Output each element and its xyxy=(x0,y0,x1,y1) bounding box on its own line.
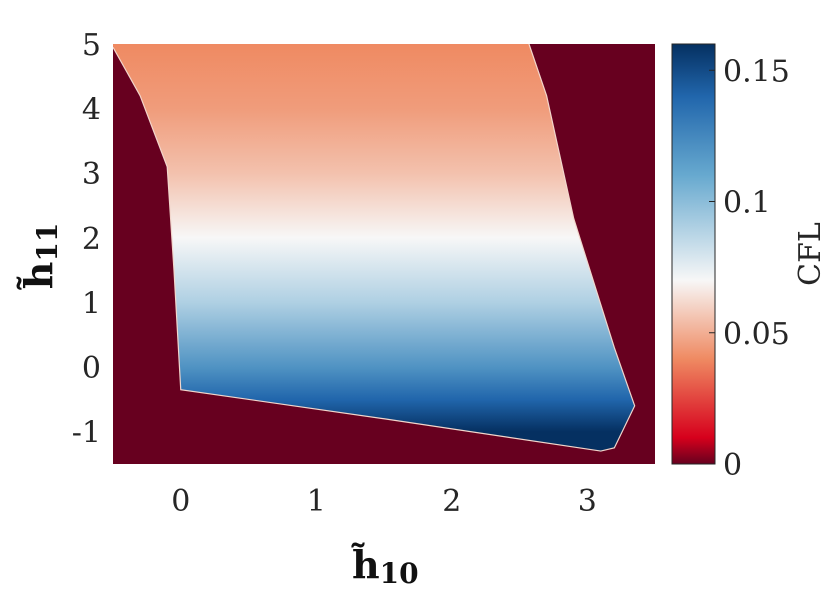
plot-area xyxy=(113,44,655,464)
stable-region-edge xyxy=(113,44,636,452)
x-axis-label: h̃10 xyxy=(351,542,419,590)
colorbar-tick-label: 0.15 xyxy=(723,54,790,89)
y-tick-label: 4 xyxy=(82,93,101,128)
stable-region xyxy=(113,44,635,452)
y-tick-label: -1 xyxy=(72,416,101,451)
colorbar-label: CFL xyxy=(793,222,828,286)
y-tick-label: 2 xyxy=(82,222,101,257)
y-tick-label: 0 xyxy=(82,351,101,386)
x-axis-ticks: 0 1 2 3 xyxy=(171,484,597,519)
colorbar: 0 0.05 0.1 0.15 CFL xyxy=(671,43,828,483)
x-tick-label: 2 xyxy=(442,484,461,519)
y-axis-label: h̃11 xyxy=(16,223,64,291)
colorbar-tick-label: 0.1 xyxy=(723,186,771,221)
y-tick-label: 1 xyxy=(82,286,101,321)
y-tick-label: 5 xyxy=(82,28,101,63)
colorbar-scale xyxy=(671,43,716,465)
x-tick-label: 3 xyxy=(578,484,597,519)
x-tick-label: 1 xyxy=(307,484,326,519)
colorbar-tick-label: 0 xyxy=(723,448,742,483)
y-axis-label-sub: 11 xyxy=(31,223,64,262)
y-axis-title: h̃11 xyxy=(16,223,64,291)
x-axis-label-sub: 10 xyxy=(380,557,419,590)
x-axis-title: h̃10 xyxy=(351,542,419,590)
y-tick-label: 3 xyxy=(82,157,101,192)
colorbar-tick-label: 0.05 xyxy=(723,317,790,352)
x-axis-label-main: h̃ xyxy=(351,542,380,587)
x-tick-label: 0 xyxy=(171,484,190,519)
colorbar-ticks: 0 0.05 0.1 0.15 xyxy=(709,54,790,483)
y-axis-ticks: -1 0 1 2 3 4 5 xyxy=(72,28,101,451)
y-axis-label-main: h̃ xyxy=(16,262,61,291)
